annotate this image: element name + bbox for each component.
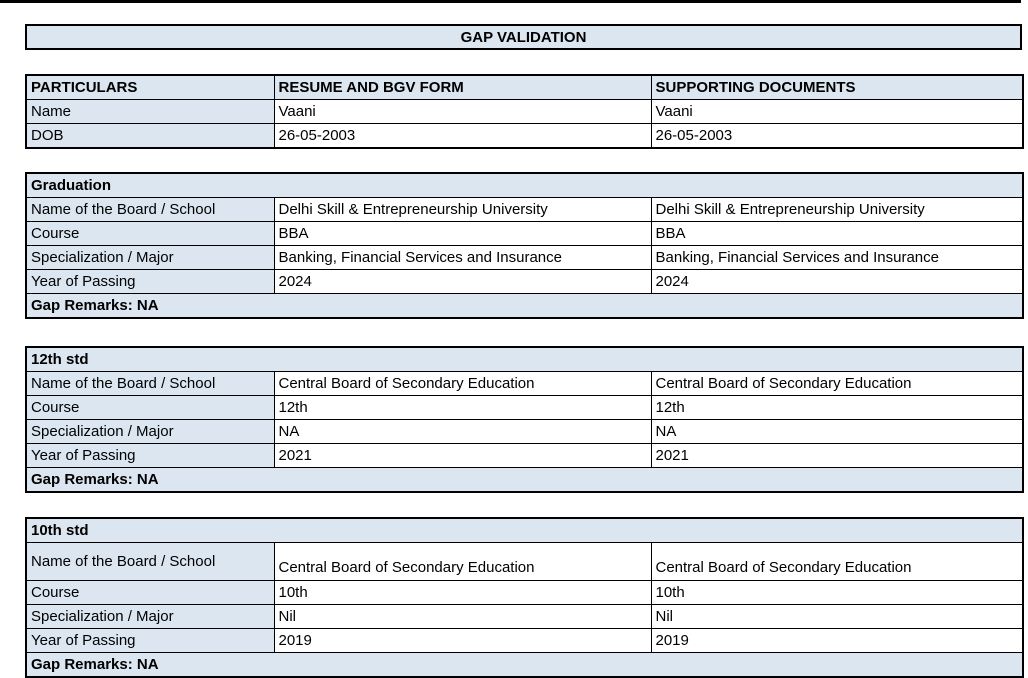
table-row-specialization: Specialization / Major NA NA — [25, 419, 1024, 444]
row-label: Name — [25, 99, 275, 124]
cell-value-resume: NA — [273, 419, 652, 444]
section-title-graduation: Graduation — [25, 172, 1024, 198]
cell-value-resume: 2021 — [273, 443, 652, 468]
page-frame-top-border — [0, 0, 1021, 3]
cell-value-resume: 10th — [273, 580, 652, 605]
table-row-name: Name Vaani Vaani — [25, 99, 1024, 124]
twelfth-std-section-table: 12th std Name of the Board / School Cent… — [25, 346, 1025, 493]
section-title-row: Graduation — [25, 172, 1024, 198]
row-label: Course — [25, 221, 275, 246]
gap-remarks-text: Gap Remarks: NA — [25, 293, 1024, 319]
row-label: Name of the Board / School — [25, 542, 275, 581]
cell-value-resume: 12th — [273, 395, 652, 420]
gap-remarks-row: Gap Remarks: NA — [25, 652, 1024, 678]
table-row-specialization: Specialization / Major Nil Nil — [25, 604, 1024, 629]
cell-value-supporting: Delhi Skill & Entrepreneurship Universit… — [650, 197, 1024, 222]
row-label: Specialization / Major — [25, 604, 275, 629]
section-title-10th-std: 10th std — [25, 517, 1024, 543]
cell-value-resume: Banking, Financial Services and Insuranc… — [273, 245, 652, 270]
cell-value-supporting: BBA — [650, 221, 1024, 246]
row-label: Name of the Board / School — [25, 371, 275, 396]
table-row-year: Year of Passing 2024 2024 — [25, 269, 1024, 294]
cell-value-supporting: Banking, Financial Services and Insuranc… — [650, 245, 1024, 270]
cell-value-supporting: Central Board of Secondary Education — [650, 371, 1024, 396]
tenth-std-section-table: 10th std Name of the Board / School Cent… — [25, 517, 1025, 678]
cell-value-supporting: 12th — [650, 395, 1024, 420]
cell-value-resume: 2019 — [273, 628, 652, 653]
row-label: Specialization / Major — [25, 419, 275, 444]
table-row-board: Name of the Board / School Central Board… — [25, 371, 1024, 396]
cell-value-supporting: Central Board of Secondary Education — [650, 542, 1024, 581]
table-row-board: Name of the Board / School Central Board… — [25, 542, 1024, 581]
cell-value-supporting: 2019 — [650, 628, 1024, 653]
row-label: Year of Passing — [25, 628, 275, 653]
column-header-supporting-docs: SUPPORTING DOCUMENTS — [650, 74, 1024, 100]
table-row-course: Course BBA BBA — [25, 221, 1024, 246]
cell-value-resume: Central Board of Secondary Education — [273, 542, 652, 581]
gap-remarks-row: Gap Remarks: NA — [25, 293, 1024, 319]
table-row-board: Name of the Board / School Delhi Skill &… — [25, 197, 1024, 222]
cell-value-resume: Delhi Skill & Entrepreneurship Universit… — [273, 197, 652, 222]
row-label: Course — [25, 395, 275, 420]
section-title-12th-std: 12th std — [25, 346, 1024, 372]
cell-value-supporting: Nil — [650, 604, 1024, 629]
particulars-table: PARTICULARS RESUME AND BGV FORM SUPPORTI… — [25, 74, 1024, 149]
row-label: Specialization / Major — [25, 245, 275, 270]
column-header-resume-bgv: RESUME AND BGV FORM — [273, 74, 652, 100]
section-title-row: 10th std — [25, 517, 1024, 543]
gap-remarks-text: Gap Remarks: NA — [25, 652, 1024, 678]
cell-value-resume: Nil — [273, 604, 652, 629]
graduation-section-table: Graduation Name of the Board / School De… — [25, 172, 1025, 319]
cell-value-resume: 2024 — [273, 269, 652, 294]
section-title-row: 12th std — [25, 346, 1024, 372]
row-label: Course — [25, 580, 275, 605]
table-row-dob: DOB 26-05-2003 26-05-2003 — [25, 123, 1024, 149]
table-row-year: Year of Passing 2019 2019 — [25, 628, 1024, 653]
table-row-year: Year of Passing 2021 2021 — [25, 443, 1024, 468]
cell-value-supporting: 2024 — [650, 269, 1024, 294]
cell-value-supporting: Vaani — [650, 99, 1024, 124]
table-row-course: Course 12th 12th — [25, 395, 1024, 420]
cell-value-supporting: NA — [650, 419, 1024, 444]
row-label: DOB — [25, 123, 275, 149]
gap-remarks-row: Gap Remarks: NA — [25, 467, 1024, 493]
column-header-particulars: PARTICULARS — [25, 74, 275, 100]
page-title: GAP VALIDATION — [460, 28, 587, 46]
table-row-course: Course 10th 10th — [25, 580, 1024, 605]
row-label: Year of Passing — [25, 443, 275, 468]
page-title-box: GAP VALIDATION — [25, 24, 1022, 50]
cell-value-supporting: 10th — [650, 580, 1024, 605]
cell-value-resume: Central Board of Secondary Education — [273, 371, 652, 396]
row-label: Name of the Board / School — [25, 197, 275, 222]
gap-remarks-text: Gap Remarks: NA — [25, 467, 1024, 493]
table-header-row: PARTICULARS RESUME AND BGV FORM SUPPORTI… — [25, 74, 1024, 100]
document-body: GAP VALIDATION PARTICULARS RESUME AND BG… — [25, 0, 1025, 678]
table-row-specialization: Specialization / Major Banking, Financia… — [25, 245, 1024, 270]
cell-value-resume: BBA — [273, 221, 652, 246]
cell-value-supporting: 2021 — [650, 443, 1024, 468]
row-label: Year of Passing — [25, 269, 275, 294]
cell-value-resume: 26-05-2003 — [273, 123, 652, 149]
cell-value-resume: Vaani — [273, 99, 652, 124]
cell-value-supporting: 26-05-2003 — [650, 123, 1024, 149]
